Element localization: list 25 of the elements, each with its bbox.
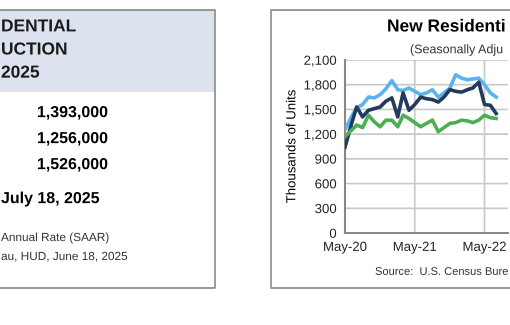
line-series	[345, 80, 498, 150]
y-axis-title: Thousands of Units	[286, 90, 296, 204]
chart-subtitle: (Seasonally Adju	[410, 44, 502, 56]
chart-title: New Residenti	[388, 18, 504, 32]
y-tick-label: 900	[315, 154, 336, 164]
text: 1,526,000	[38, 158, 108, 172]
y-tick-label: 1,800	[304, 80, 336, 92]
y-tick-label: 600	[315, 179, 336, 188]
x-tick-label: May-21	[394, 242, 436, 254]
source-note: Source: U.S. Census Bure	[376, 267, 508, 275]
text: DENTIAL UCTION 2025	[2, 19, 76, 78]
text: 1,256,000	[38, 132, 108, 146]
line-series	[345, 73, 498, 132]
text: 1,393,000	[38, 106, 108, 120]
y-tick-label: 2,100	[304, 56, 336, 66]
x-tick-label: May-20	[324, 242, 366, 254]
y-tick-label: 300	[315, 204, 336, 214]
text: July 18, 2025	[1, 192, 100, 206]
y-tick-label: 1,500	[304, 104, 336, 116]
y-tick-label: 1,200	[304, 130, 336, 141]
text: Annual Rate (SAAR)	[1, 232, 109, 244]
y-tick-label: 0	[330, 228, 336, 238]
text: au, HUD, June 18, 2025	[2, 252, 128, 262]
line-series	[345, 113, 498, 138]
x-tick-label: May-22	[464, 242, 506, 254]
